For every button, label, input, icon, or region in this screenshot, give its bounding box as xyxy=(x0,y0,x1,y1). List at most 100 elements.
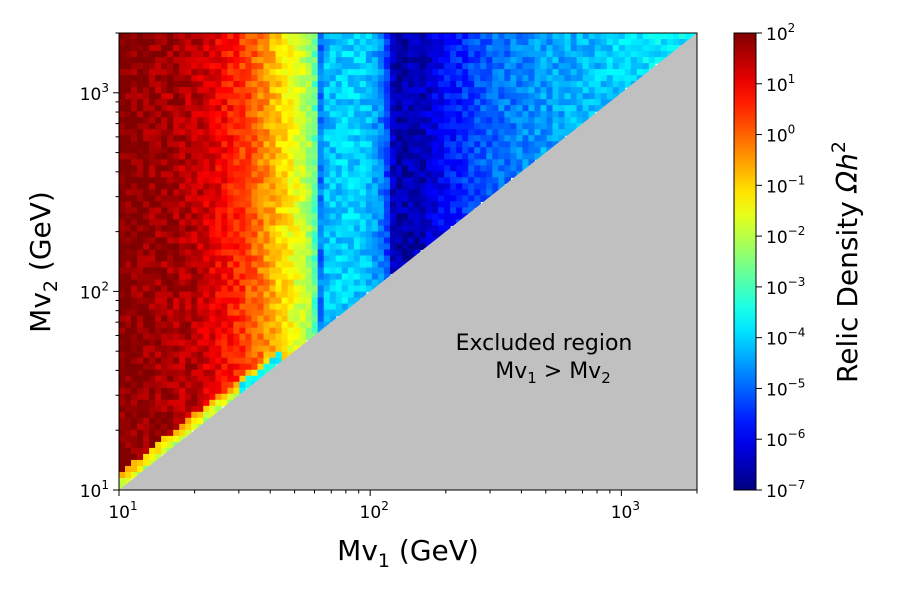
heatmap-cell xyxy=(161,369,168,377)
heatmap-cell xyxy=(528,69,536,76)
heatmap-cell xyxy=(269,315,277,323)
heatmap-cell xyxy=(347,39,355,46)
colorbar-tick-label: 101 xyxy=(766,72,795,96)
heatmap-cell xyxy=(456,75,463,82)
heatmap-cell xyxy=(480,171,487,178)
heatmap-cell xyxy=(504,117,511,124)
heatmap-cell xyxy=(197,99,204,106)
heatmap-cell xyxy=(414,93,421,100)
heatmap-cell xyxy=(125,183,132,190)
heatmap-cell xyxy=(119,411,126,419)
heatmap-cell xyxy=(197,321,204,329)
heatmap-cell xyxy=(185,369,192,377)
heatmap-cell xyxy=(173,279,180,287)
heatmap-cell xyxy=(383,87,391,94)
heatmap-cell xyxy=(263,339,271,347)
heatmap-cell xyxy=(251,123,259,130)
heatmap-cell xyxy=(287,153,295,160)
heatmap-cell xyxy=(263,255,271,263)
heatmap-cell xyxy=(299,177,307,184)
heatmap-cell xyxy=(335,165,343,172)
heatmap-cell xyxy=(215,123,222,130)
heatmap-cell xyxy=(383,165,391,172)
heatmap-cell xyxy=(143,273,150,281)
heatmap-cell xyxy=(167,375,174,383)
heatmap-cell xyxy=(251,51,259,58)
heatmap-cell xyxy=(281,105,289,112)
heatmap-cell xyxy=(540,93,548,100)
heatmap-cell xyxy=(365,225,373,233)
heatmap-cell xyxy=(341,117,349,124)
heatmap-cell xyxy=(227,183,234,190)
heatmap-cell xyxy=(149,57,156,64)
heatmap-cell xyxy=(420,63,427,70)
heatmap-cell xyxy=(239,315,247,323)
heatmap-cell xyxy=(335,249,343,257)
heatmap-cell xyxy=(215,195,222,202)
heatmap-cell xyxy=(161,315,168,323)
heatmap-cell xyxy=(432,69,439,76)
heatmap-cell xyxy=(347,267,355,275)
heatmap-cell xyxy=(179,147,186,154)
heatmap-cell xyxy=(359,147,367,154)
heatmap-cell xyxy=(209,183,216,190)
heatmap-cell xyxy=(594,93,602,100)
heatmap-cell xyxy=(510,69,517,76)
heatmap-cell xyxy=(269,327,277,335)
heatmap-cell xyxy=(408,63,415,70)
heatmap-cell xyxy=(293,135,301,142)
heatmap-cell xyxy=(564,99,572,106)
heatmap-cell xyxy=(462,201,469,208)
heatmap-cell xyxy=(353,45,361,52)
heatmap-cell xyxy=(275,213,283,220)
heatmap-cell xyxy=(317,201,325,208)
heatmap-cell xyxy=(263,363,271,371)
heatmap-cell xyxy=(516,135,523,142)
heatmap-cell xyxy=(275,321,283,329)
heatmap-cell xyxy=(173,261,180,269)
heatmap-cell xyxy=(408,33,415,40)
heatmap-cell xyxy=(359,213,367,220)
heatmap-cell xyxy=(149,267,156,275)
heatmap-cell xyxy=(408,75,415,82)
heatmap-cell xyxy=(251,309,259,317)
heatmap-cell xyxy=(155,195,162,202)
heatmap-cell xyxy=(444,213,451,220)
heatmap-cell xyxy=(426,123,433,130)
heatmap-cell xyxy=(317,189,325,196)
heatmap-cell xyxy=(131,417,138,425)
y-tick-label: 103 xyxy=(80,81,109,105)
heatmap-cell xyxy=(143,141,150,148)
heatmap-cell xyxy=(492,171,499,178)
heatmap-cell xyxy=(401,243,409,251)
heatmap-cell xyxy=(215,177,222,184)
heatmap-cell xyxy=(245,231,253,239)
heatmap-cell xyxy=(408,105,415,112)
heatmap-cell xyxy=(227,303,234,311)
heatmap-cell xyxy=(257,279,265,287)
heatmap-cell xyxy=(155,249,162,257)
heatmap-cell xyxy=(365,39,373,46)
heatmap-cell xyxy=(155,297,162,305)
heatmap-cell xyxy=(365,237,373,245)
heatmap-cell xyxy=(570,87,578,94)
heatmap-cell xyxy=(209,207,216,214)
heatmap-cell xyxy=(456,69,463,76)
heatmap-cell xyxy=(131,183,138,190)
heatmap-cell xyxy=(383,159,391,166)
heatmap-cell xyxy=(353,123,361,130)
heatmap-cell xyxy=(426,195,433,202)
heatmap-cell xyxy=(191,399,198,407)
heatmap-cell xyxy=(203,393,210,401)
heatmap-cell xyxy=(420,153,427,160)
heatmap-cell xyxy=(119,129,126,136)
heatmap-cell xyxy=(293,57,301,64)
heatmap-cell xyxy=(125,381,132,389)
heatmap-cell xyxy=(293,87,301,94)
heatmap-cell xyxy=(299,273,307,281)
heatmap-cell xyxy=(444,123,451,130)
heatmap-cell xyxy=(275,243,283,251)
heatmap-cell xyxy=(131,249,138,257)
heatmap-cell xyxy=(630,69,638,76)
heatmap-cell xyxy=(401,123,409,130)
